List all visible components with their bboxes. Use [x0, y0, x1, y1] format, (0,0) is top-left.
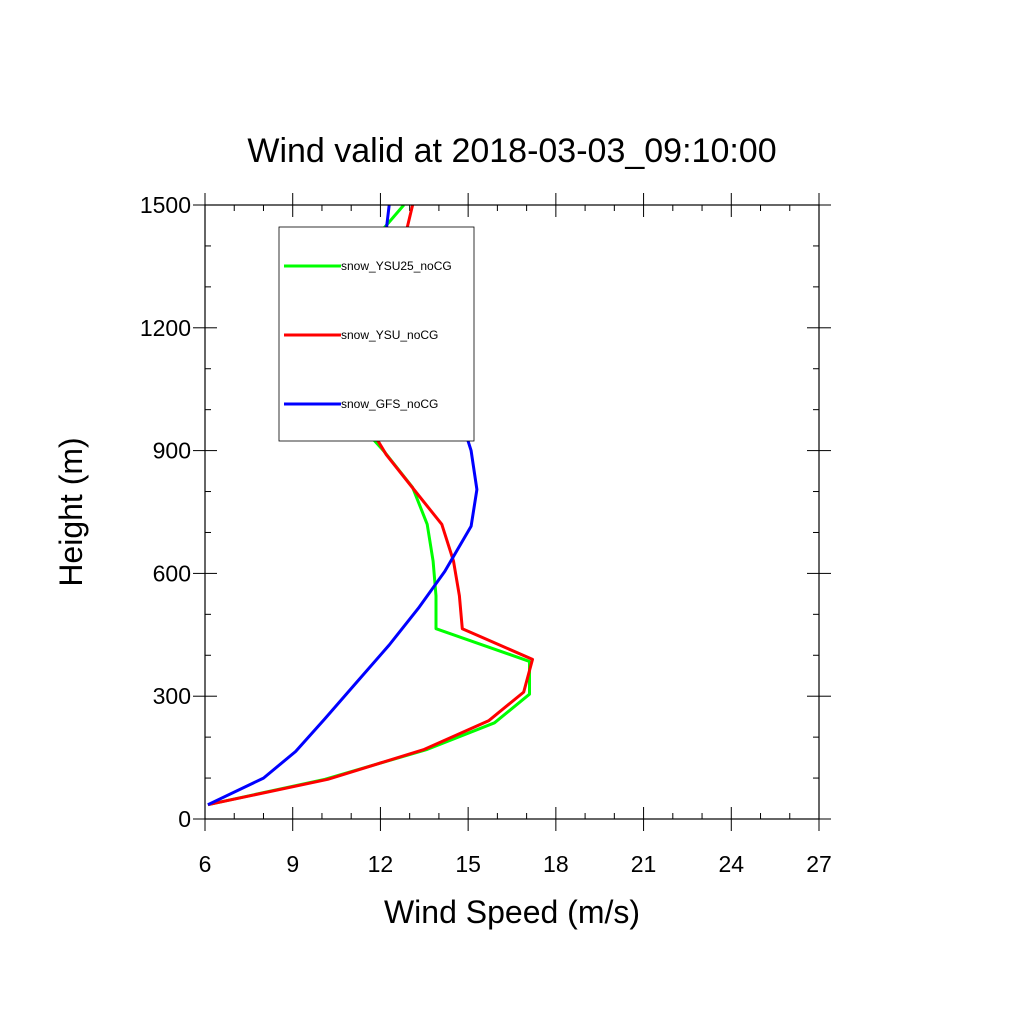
x-tick-label: 9	[286, 851, 299, 877]
x-tick-label: 24	[718, 851, 744, 877]
chart-title: Wind valid at 2018-03-03_09:10:00	[247, 132, 776, 170]
y-tick-label: 1200	[140, 315, 191, 341]
y-tick-label: 600	[153, 560, 191, 586]
legend-label: snow_YSU_noCG	[341, 328, 438, 342]
legend-label: snow_GFS_noCG	[341, 397, 438, 411]
x-tick-label: 21	[631, 851, 657, 877]
x-tick-label: 15	[455, 851, 481, 877]
x-axis-label: Wind Speed (m/s)	[384, 894, 640, 930]
legend: snow_YSU25_noCG snow_YSU_noCG snow_GFS_noC…	[278, 226, 475, 442]
y-tick-label: 0	[178, 806, 191, 832]
y-tick-labels: 0 300 600 900 1200 1500	[140, 192, 191, 832]
x-tick-label: 18	[543, 851, 569, 877]
x-tick-label: 6	[199, 851, 212, 877]
plot-frame	[204, 204, 820, 820]
x-tick-labels: 6 9 12 15 18 21 24 27	[199, 851, 832, 877]
y-axis-label: Height (m)	[53, 437, 89, 586]
x-tick-label: 12	[368, 851, 394, 877]
y-tick-label: 900	[153, 438, 191, 464]
y-tick-label: 300	[153, 683, 191, 709]
x-tick-label: 27	[806, 851, 832, 877]
y-tick-label: 1500	[140, 192, 191, 218]
legend-label: snow_YSU25_noCG	[341, 259, 452, 273]
